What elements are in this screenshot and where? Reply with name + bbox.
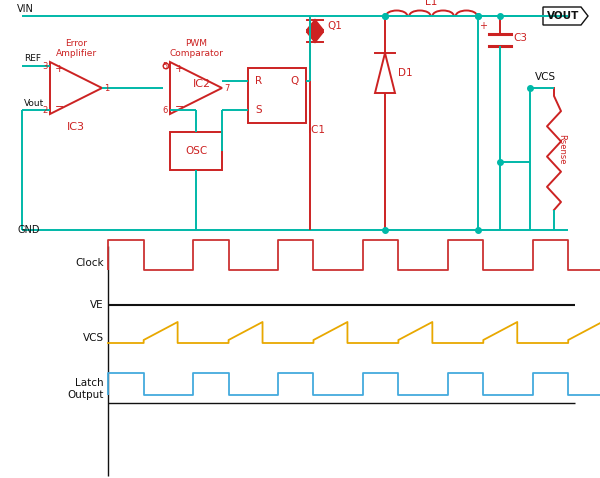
Text: IC1: IC1 bbox=[308, 125, 325, 135]
Polygon shape bbox=[307, 32, 323, 42]
Text: IC2: IC2 bbox=[193, 79, 211, 89]
Polygon shape bbox=[307, 20, 323, 30]
FancyBboxPatch shape bbox=[248, 68, 306, 123]
Text: OSC: OSC bbox=[185, 146, 207, 156]
Text: Vout: Vout bbox=[24, 99, 44, 108]
Text: R: R bbox=[255, 76, 262, 86]
Text: VE: VE bbox=[91, 300, 104, 310]
Text: C3: C3 bbox=[513, 33, 527, 43]
Text: REF: REF bbox=[24, 54, 41, 63]
FancyBboxPatch shape bbox=[170, 132, 222, 170]
Text: Latch
Output: Latch Output bbox=[68, 378, 104, 400]
Text: +: + bbox=[175, 64, 184, 74]
Text: Clock: Clock bbox=[76, 258, 104, 268]
Text: 1: 1 bbox=[104, 84, 109, 93]
Text: L1: L1 bbox=[425, 0, 437, 7]
Text: Rsense: Rsense bbox=[557, 134, 566, 164]
Text: VOUT: VOUT bbox=[547, 11, 580, 21]
Text: +: + bbox=[479, 21, 487, 31]
Text: +: + bbox=[55, 64, 64, 74]
Polygon shape bbox=[543, 7, 588, 25]
Text: Q1: Q1 bbox=[327, 21, 342, 31]
Text: 6: 6 bbox=[163, 106, 168, 115]
Text: VCS: VCS bbox=[83, 333, 104, 343]
Text: VCS: VCS bbox=[535, 72, 556, 82]
Text: GND: GND bbox=[17, 225, 40, 235]
Text: −: − bbox=[175, 102, 184, 112]
Text: Error
Amplifier: Error Amplifier bbox=[55, 39, 97, 58]
Text: 5: 5 bbox=[163, 62, 168, 70]
Text: Q: Q bbox=[291, 76, 299, 86]
Text: 3: 3 bbox=[43, 62, 48, 70]
Text: VIN: VIN bbox=[17, 4, 34, 14]
Text: IC3: IC3 bbox=[67, 122, 85, 132]
Text: D1: D1 bbox=[398, 68, 413, 78]
Text: −: − bbox=[55, 102, 64, 112]
Text: S: S bbox=[255, 105, 262, 115]
Text: 7: 7 bbox=[224, 84, 229, 93]
Text: 2: 2 bbox=[43, 106, 48, 115]
Text: PWM
Comparator: PWM Comparator bbox=[169, 39, 223, 58]
